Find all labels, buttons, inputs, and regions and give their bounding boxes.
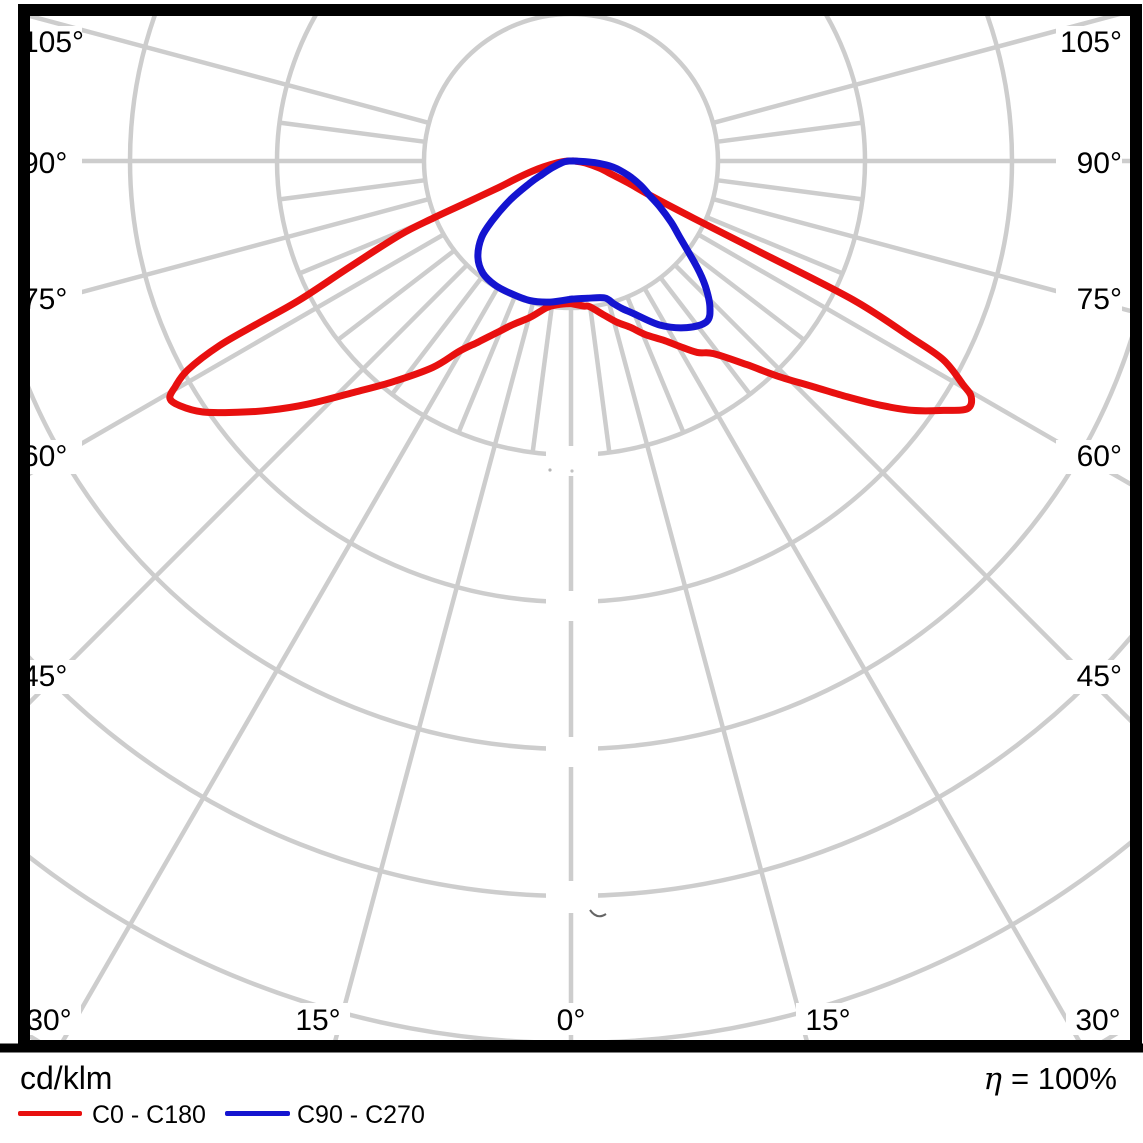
curve-c90-c270 bbox=[474, 157, 714, 332]
legend-label-c90-c270: C90 - C270 bbox=[297, 1101, 425, 1129]
chart-frame bbox=[0, 4, 1143, 1053]
angle-label: 90° bbox=[1077, 147, 1122, 180]
angle-label: 75° bbox=[1077, 283, 1122, 316]
angle-label: 105° bbox=[22, 26, 84, 59]
units-label: cd/klm bbox=[20, 1060, 113, 1096]
intensity-curves bbox=[166, 157, 976, 417]
angle-label: 15° bbox=[805, 1004, 850, 1037]
angle-label: 105° bbox=[1060, 26, 1122, 59]
angle-label: 60° bbox=[1077, 440, 1122, 473]
curve-c0-c180 bbox=[166, 157, 976, 417]
eta-symbol: η bbox=[983, 1061, 1002, 1097]
angle-label: 15° bbox=[295, 1004, 340, 1037]
angle-label: 30° bbox=[26, 1004, 71, 1037]
efficiency-value: η = 100% bbox=[983, 1061, 1117, 1097]
legend-label-c0-c180: C0 - C180 bbox=[92, 1101, 206, 1129]
angle-label: 45° bbox=[1077, 660, 1122, 693]
legend-swatch-c0-c180 bbox=[18, 1111, 82, 1116]
angle-label: 0° bbox=[557, 1004, 586, 1037]
angle-label: 30° bbox=[1075, 1004, 1120, 1037]
eta-number: = 100% bbox=[1010, 1061, 1117, 1096]
erased-ring-value-patches bbox=[546, 446, 607, 918]
legend-swatch-c90-c270 bbox=[225, 1111, 290, 1116]
